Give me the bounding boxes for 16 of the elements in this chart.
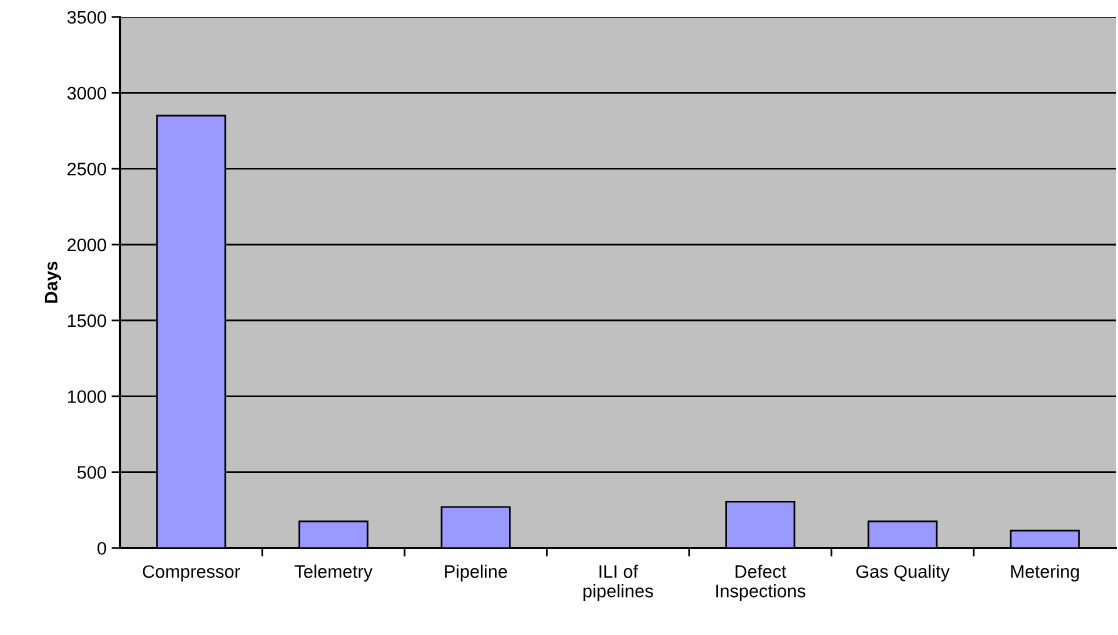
y-tick-label: 2500 [67, 162, 107, 176]
y-tick-label: 3000 [67, 86, 107, 100]
x-tick-label: ILI of pipelines [583, 564, 653, 601]
y-tick-label: 0 [97, 541, 107, 555]
x-tick-label: Gas Quality [856, 564, 950, 582]
y-tick-label: 1000 [68, 390, 107, 404]
y-tick-label: 2000 [67, 238, 107, 252]
y-tick-label: 1500 [68, 314, 107, 328]
x-tick-label: Telemetry [294, 564, 373, 582]
x-tick-label: Compressor [142, 565, 241, 582]
x-tick-label: Pipeline [445, 564, 508, 582]
y-tick-label: 3500 [67, 10, 107, 24]
x-tick-label: Metering [1011, 564, 1079, 582]
y-axis-title: Days [44, 261, 62, 303]
x-tick-label: Defect Inspections [716, 564, 806, 601]
y-tick-label: 500 [77, 466, 107, 479]
